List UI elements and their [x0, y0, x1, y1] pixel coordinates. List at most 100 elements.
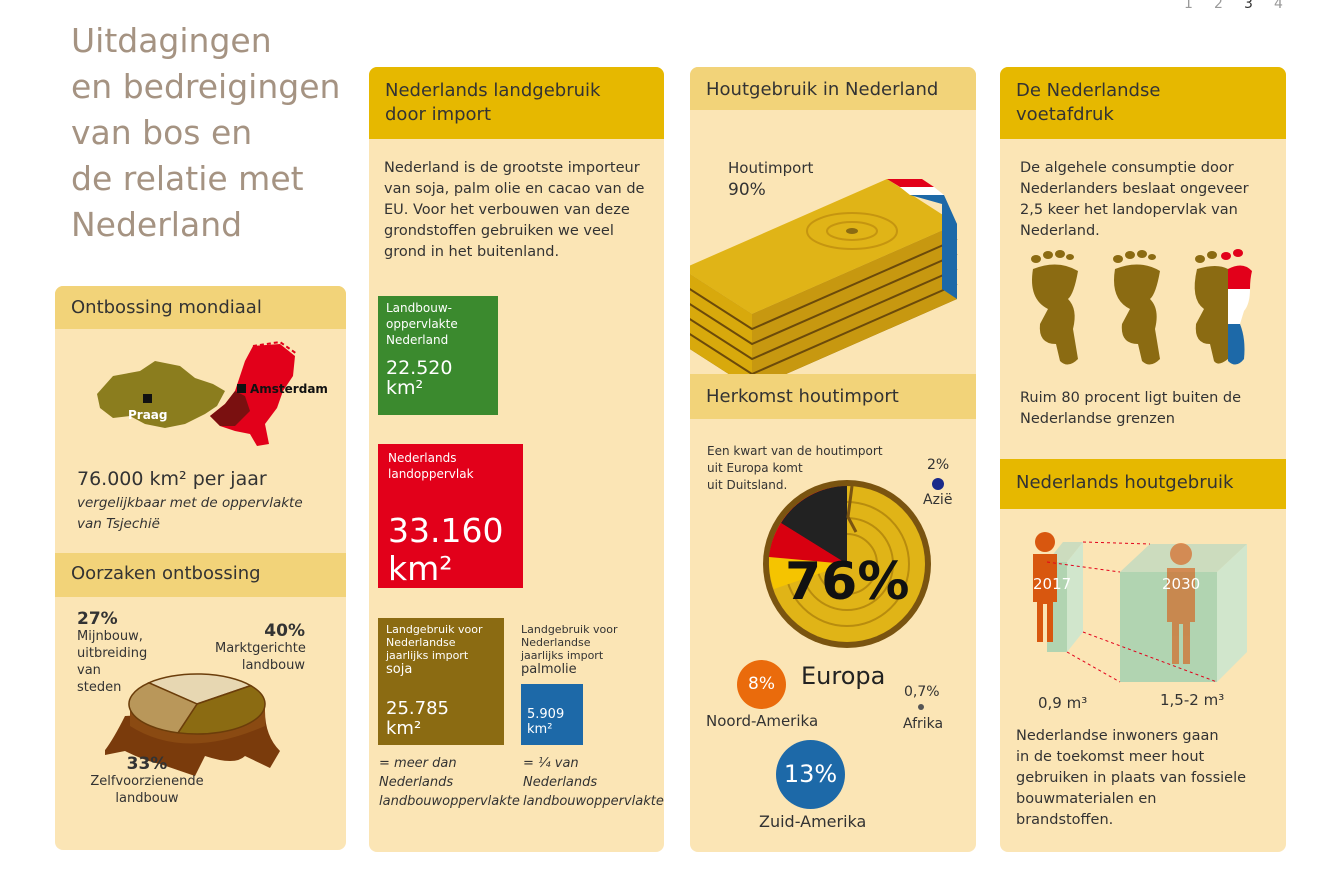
box-product: soja [386, 662, 413, 677]
intro-line: grondstoffen gebruiken we veel [384, 223, 614, 239]
note-line: = ¼ van [523, 756, 579, 771]
note-line: Een kwart van de houtimport [707, 444, 883, 458]
box-value: 5.909 [527, 707, 565, 722]
houtgebruik-heading: Houtgebruik in Nederland [690, 67, 976, 110]
palm-box: 5.909 km² [521, 684, 583, 745]
box-label: Landbouw- [386, 301, 452, 315]
box-unit: km² [386, 718, 422, 739]
outside-line: Nederlandse grenzen [1020, 411, 1175, 427]
note-line: Nederlands [523, 775, 598, 790]
note-line: uit Europa komt [707, 461, 803, 475]
stump-slice [176, 684, 266, 735]
year-2017: 2017 [1033, 575, 1072, 593]
intro-line: grond in het buitenland. [384, 244, 560, 260]
box-unit: km² [386, 377, 424, 399]
title-line: en bedreigingen [71, 67, 341, 106]
heading-line: De Nederlandse [1016, 80, 1161, 101]
box-value: 25.785 [386, 698, 449, 719]
box-label: Nederlandse [386, 636, 456, 649]
note-line: van Tsjechië [77, 516, 160, 532]
year-2030: 2030 [1162, 575, 1201, 593]
europa-label: Europa [801, 662, 886, 690]
palm-label: Landgebruik voor Nederlandse jaarlijks i… [521, 623, 617, 678]
intro-line: Nederland is de grootste importeur [384, 160, 640, 176]
houtgebruik-panel: Houtgebruik in Nederland Houtimport 90% … [690, 67, 976, 852]
slice-label: landbouw [115, 791, 179, 806]
slice-pct: 33% [126, 754, 168, 774]
page-4-link[interactable]: 4 [1274, 0, 1283, 12]
box-label: Landgebruik voor [386, 623, 483, 636]
volume-cubes-icon [1033, 532, 1247, 683]
note-line: = meer dan [379, 756, 457, 771]
outro-line: gebruiken in plaats van fossiele [1016, 770, 1247, 786]
intro-line: van soja, palm olie en cacao van de [384, 181, 645, 197]
intro-line: EU. Voor het verbouwen van deze [384, 202, 630, 218]
box-label: oppervlakte [386, 317, 458, 331]
box-label: Nederland [386, 333, 449, 347]
landbouw-box: Landbouw- oppervlakte Nederland 22.520 k… [378, 296, 498, 415]
title-line: de relatie met [71, 159, 304, 198]
azie-pct: 2% [927, 457, 950, 473]
overlap-shape [210, 391, 250, 426]
noord-amerika-label: Noord-Amerika [706, 712, 819, 730]
volume-2030: 1,5-2 m³ [1160, 691, 1225, 709]
outro-line: brandstoffen. [1016, 812, 1114, 828]
page-1-link[interactable]: 1 [1184, 0, 1193, 12]
ontbossing-panel: Ontbossing mondiaal Praag Amsterdam 76.0… [55, 286, 346, 850]
houtgebruik-outro: Nederlandse inwoners gaan in de toekomst… [1016, 726, 1246, 831]
azie-dot-icon [932, 478, 944, 490]
stump-slice [128, 681, 199, 734]
slice-label: uitbreiding [77, 646, 148, 661]
outro-line: Nederlandse inwoners gaan [1016, 728, 1219, 744]
soja-box: Landgebruik voor Nederlandse jaarlijks i… [378, 618, 504, 745]
page-2-link[interactable]: 2 [1214, 0, 1223, 12]
houtimport-label: Houtimport 90% [728, 157, 813, 201]
stump-slice [147, 673, 253, 705]
landgebruik-intro: Nederland is de grootste importeur van s… [384, 158, 659, 263]
box-label: landoppervlak [388, 467, 474, 481]
slice-label: steden [77, 680, 122, 695]
box-label: jaarlijks import [521, 649, 604, 662]
slice-pct: 27% [77, 609, 118, 629]
europa-pct: 76% [785, 552, 910, 612]
slice-pct: 40% [264, 621, 305, 641]
title-line: van bos en [71, 113, 253, 152]
page-3-link[interactable]: 3 [1244, 0, 1253, 12]
afrika-label: Afrika [903, 716, 944, 732]
landgebruik-panel: Nederlands landgebruik door import Neder… [369, 67, 664, 852]
ontbossing-stat: 76.000 km² per jaar [77, 468, 267, 490]
box-label: Nederlandse [521, 636, 591, 649]
soja-note: = meer dan Nederlands landbouwoppervlakt… [379, 754, 520, 811]
note-line: Nederlands [379, 775, 454, 790]
slice-label: Mijnbouw, [77, 629, 143, 644]
ontbossing-note: vergelijkbaar met de oppervlakte van Tsj… [77, 493, 303, 535]
slice-label: Zelfvoorzienende [90, 774, 204, 789]
herkomst-note: Een kwart van de houtimport uit Europa k… [707, 443, 883, 494]
note-line: landbouwoppervlakte [379, 794, 520, 809]
box-label: Nederlands [388, 451, 457, 465]
azie-label: Azië [923, 492, 953, 508]
outside-line: Ruim 80 procent ligt buiten de [1020, 390, 1242, 406]
heading-line: door import [385, 104, 492, 125]
map-label-praag: Praag [128, 408, 168, 422]
noord-amerika-circle: 8% [737, 660, 786, 709]
heading-line: Nederlands landgebruik [385, 80, 601, 101]
intro-line: Nederland. [1020, 223, 1100, 239]
palm-note: = ¼ van Nederlands landbouwoppervlakte [523, 754, 664, 811]
herkomst-heading: Herkomst houtimport [690, 374, 976, 419]
pagination: 1 2 3 4 [1184, 0, 1304, 12]
intro-line: 2,5 keer het landopervlak van [1020, 202, 1238, 218]
slice-40: 40% Marktgerichte landbouw [215, 621, 306, 674]
zuid-amerika-circle: 13% [776, 740, 845, 809]
ontbossing-heading: Ontbossing mondiaal [55, 286, 346, 329]
voetafdruk-panel: De Nederlandse voetafdruk De algehele co… [1000, 67, 1286, 852]
voetafdruk-heading: De Nederlandse voetafdruk [1000, 67, 1286, 139]
landgebruik-heading: Nederlands landgebruik door import [369, 67, 664, 139]
map-label-amsterdam: Amsterdam [250, 382, 328, 396]
volume-2017: 0,9 m³ [1038, 694, 1088, 712]
voetafdruk-outside: Ruim 80 procent ligt buiten de Nederland… [1020, 388, 1241, 430]
nl-houtgebruik-heading: Nederlands houtgebruik [1000, 459, 1286, 509]
slice-label: van [77, 663, 101, 678]
box-unit: km² [388, 549, 453, 588]
oorzaken-heading: Oorzaken ontbossing [55, 553, 346, 597]
